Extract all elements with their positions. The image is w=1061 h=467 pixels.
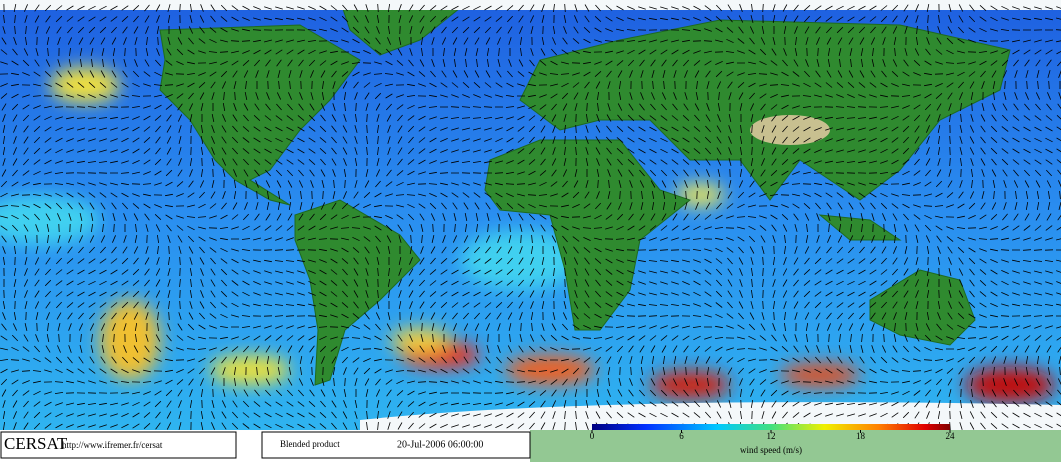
colorbar-tick-label: 24: [946, 431, 956, 441]
product-box: [261, 431, 531, 459]
map-layer: [0, 0, 1061, 430]
plateau: [750, 115, 830, 145]
timestamp: 20-Jul-2006 06:00:00: [397, 439, 483, 450]
wind-hotspots: [0, 67, 1055, 403]
antarctica-land: [530, 430, 1061, 462]
arctic-ice: [0, 0, 1061, 10]
colorbar-tick-label: 12: [767, 431, 776, 441]
colorbar-tick-label: 18: [856, 431, 866, 441]
colorbar-label: wind speed (m/s): [740, 445, 802, 455]
product: Blended product: [280, 439, 340, 449]
colorbar-tick-label: 0: [590, 431, 595, 441]
antarctic-ice: [360, 402, 1061, 430]
logo-box: [0, 431, 237, 459]
wind-arrows: [0, 3, 1061, 430]
url: http://www.ifremer.fr/cersat: [62, 440, 163, 450]
colorbar-ticks: 0 6 12 18 24: [590, 430, 955, 441]
land: [159, 0, 1011, 386]
colorbar-tick-label: 6: [679, 431, 684, 441]
arrow-field: [0, 3, 1061, 430]
colorbar: [592, 424, 950, 430]
logo: CERSAT: [4, 434, 68, 453]
